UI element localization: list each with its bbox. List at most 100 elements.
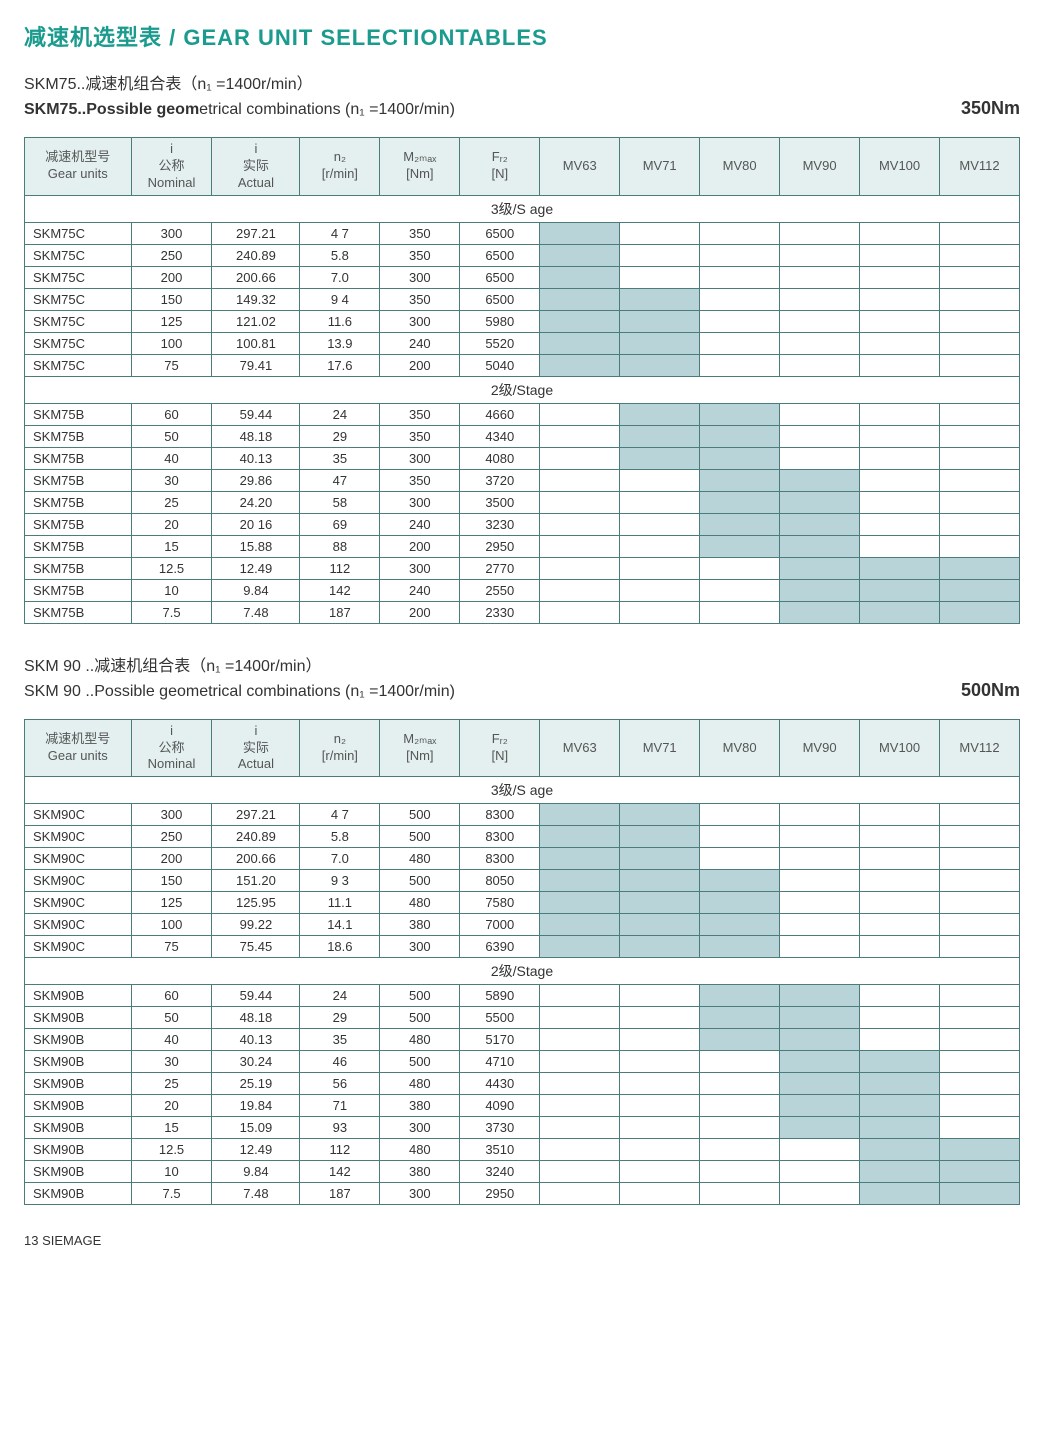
mv-cell	[780, 266, 860, 288]
actual-cell: 151.20	[212, 870, 300, 892]
mv-cell	[940, 1139, 1020, 1161]
table-row: SKM75B 50 48.18 29 350 4340	[25, 425, 1020, 447]
mv-cell	[940, 535, 1020, 557]
nominal-cell: 300	[131, 222, 212, 244]
unit-cell: SKM90B	[25, 1095, 132, 1117]
mv-cell	[860, 1095, 940, 1117]
nominal-cell: 10	[131, 579, 212, 601]
mv-cell	[780, 222, 860, 244]
mv-cell	[540, 579, 620, 601]
m2-cell: 500	[380, 804, 460, 826]
unit-cell: SKM90C	[25, 892, 132, 914]
mv-cell	[780, 826, 860, 848]
table-row: SKM90C 250 240.89 5.8 500 8300	[25, 826, 1020, 848]
mv-cell	[860, 310, 940, 332]
mv-cell	[940, 1007, 1020, 1029]
mv-cell	[620, 513, 700, 535]
nominal-cell: 40	[131, 1029, 212, 1051]
table-row: SKM75B 20 20 16 69 240 3230	[25, 513, 1020, 535]
torque-label: 500Nm	[961, 680, 1020, 701]
fr2-cell: 5890	[460, 985, 540, 1007]
mv-cell	[780, 535, 860, 557]
table-row: SKM90B 50 48.18 29 500 5500	[25, 1007, 1020, 1029]
table-row: SKM90C 75 75.45 18.6 300 6390	[25, 936, 1020, 958]
actual-cell: 100.81	[212, 332, 300, 354]
unit-cell: SKM75B	[25, 557, 132, 579]
mv-cell	[860, 557, 940, 579]
col-nominal: i公称Nominal	[131, 138, 212, 196]
n2-cell: 112	[300, 1139, 380, 1161]
mv-cell	[620, 1051, 700, 1073]
mv-cell	[780, 579, 860, 601]
mv-cell	[620, 936, 700, 958]
mv-cell	[620, 310, 700, 332]
mv-cell	[540, 557, 620, 579]
unit-cell: SKM90C	[25, 936, 132, 958]
unit-cell: SKM90B	[25, 985, 132, 1007]
nominal-cell: 50	[131, 425, 212, 447]
col-mv-4: MV100	[860, 719, 940, 777]
mv-cell	[700, 266, 780, 288]
mv-cell	[940, 601, 1020, 623]
n2-cell: 142	[300, 579, 380, 601]
unit-cell: SKM90B	[25, 1073, 132, 1095]
n2-cell: 112	[300, 557, 380, 579]
mv-cell	[860, 1161, 940, 1183]
mv-cell	[620, 1161, 700, 1183]
selection-table-0: 减速机型号Gear units i公称Nominal i实际Actual n₂[…	[24, 137, 1020, 624]
nominal-cell: 25	[131, 491, 212, 513]
nominal-cell: 25	[131, 1073, 212, 1095]
col-nominal: i公称Nominal	[131, 719, 212, 777]
m2-cell: 240	[380, 579, 460, 601]
actual-cell: 200.66	[212, 848, 300, 870]
m2-cell: 200	[380, 601, 460, 623]
mv-cell	[620, 266, 700, 288]
col-mv-1: MV71	[620, 719, 700, 777]
n2-cell: 93	[300, 1117, 380, 1139]
fr2-cell: 6500	[460, 244, 540, 266]
mv-cell	[780, 804, 860, 826]
fr2-cell: 5520	[460, 332, 540, 354]
nominal-cell: 60	[131, 403, 212, 425]
nominal-cell: 50	[131, 1007, 212, 1029]
mv-cell	[700, 892, 780, 914]
table-row: SKM90B 12.5 12.49 112 480 3510	[25, 1139, 1020, 1161]
mv-cell	[540, 288, 620, 310]
mv-cell	[700, 447, 780, 469]
mv-cell	[540, 914, 620, 936]
mv-cell	[780, 447, 860, 469]
mv-cell	[860, 244, 940, 266]
mv-cell	[540, 1029, 620, 1051]
mv-cell	[540, 1139, 620, 1161]
table-row: SKM75B 30 29.86 47 350 3720	[25, 469, 1020, 491]
table-row: SKM90C 300 297.21 4 7 500 8300	[25, 804, 1020, 826]
fr2-cell: 7000	[460, 914, 540, 936]
fr2-cell: 3720	[460, 469, 540, 491]
actual-cell: 12.49	[212, 1139, 300, 1161]
mv-cell	[940, 870, 1020, 892]
mv-cell	[860, 403, 940, 425]
fr2-cell: 7580	[460, 892, 540, 914]
fr2-cell: 3510	[460, 1139, 540, 1161]
mv-cell	[620, 222, 700, 244]
nominal-cell: 15	[131, 535, 212, 557]
m2-cell: 300	[380, 1117, 460, 1139]
mv-cell	[540, 266, 620, 288]
table-row: SKM90C 100 99.22 14.1 380 7000	[25, 914, 1020, 936]
actual-cell: 297.21	[212, 804, 300, 826]
fr2-cell: 4710	[460, 1051, 540, 1073]
unit-cell: SKM90B	[25, 1161, 132, 1183]
page-footer: 13 SIEMAGE	[24, 1233, 1020, 1248]
m2-cell: 300	[380, 310, 460, 332]
unit-cell: SKM75C	[25, 244, 132, 266]
mv-cell	[620, 469, 700, 491]
n2-cell: 9 4	[300, 288, 380, 310]
unit-cell: SKM75B	[25, 403, 132, 425]
mv-cell	[860, 332, 940, 354]
mv-cell	[700, 557, 780, 579]
n2-cell: 35	[300, 1029, 380, 1051]
fr2-cell: 3500	[460, 491, 540, 513]
mv-cell	[540, 425, 620, 447]
mv-cell	[940, 985, 1020, 1007]
mv-cell	[700, 870, 780, 892]
